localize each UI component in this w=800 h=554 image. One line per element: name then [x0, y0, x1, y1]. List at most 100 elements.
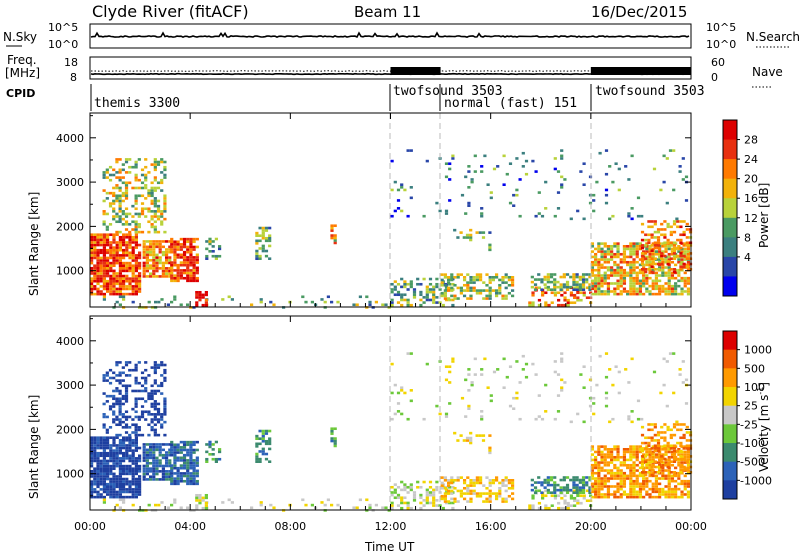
- power-cell: [592, 199, 596, 202]
- velocity-cell: [121, 413, 125, 416]
- velocity-cell: [145, 470, 149, 473]
- velocity-cell: [632, 495, 636, 499]
- velocity-cell: [679, 457, 683, 461]
- power-cell: [192, 279, 196, 283]
- velocity-cell: [102, 451, 106, 455]
- power-cell: [374, 300, 378, 304]
- velocity-cell: [622, 474, 627, 478]
- velocity-cell: [669, 460, 673, 463]
- velocity-cell: [597, 493, 601, 496]
- frequency-panel: Freq. [MHz] 18 8 60 0 Nave: [5, 53, 783, 88]
- velocity-cell: [118, 420, 122, 424]
- power-cell: [106, 287, 110, 291]
- power-cell: [448, 178, 452, 181]
- power-cell: [160, 210, 164, 213]
- power-cell: [667, 284, 671, 288]
- freq-switch-block: [590, 67, 691, 75]
- power-cell: [553, 293, 558, 297]
- power-cell: [148, 250, 153, 254]
- velocity-cell: [635, 469, 639, 472]
- power-cell: [544, 207, 548, 210]
- power-cell: [556, 207, 561, 210]
- velocity-cell: [192, 461, 196, 465]
- velocity-cell: [544, 410, 548, 413]
- power-cell: [613, 268, 617, 272]
- velocity-cell: [109, 449, 113, 452]
- velocity-cell: [603, 461, 607, 464]
- power-cell: [651, 284, 655, 288]
- power-cell: [118, 290, 122, 293]
- power-cell: [667, 279, 671, 283]
- power-cell: [590, 271, 595, 275]
- velocity-cell: [648, 493, 652, 496]
- power-cell: [131, 290, 135, 293]
- power-cell: [428, 282, 433, 286]
- velocity-cell: [122, 454, 126, 458]
- power-cell: [163, 199, 167, 203]
- power-cell: [400, 277, 404, 281]
- velocity-cell: [684, 378, 689, 382]
- power-cell: [155, 267, 159, 270]
- power-cell: [585, 296, 590, 300]
- power-cell: [93, 266, 97, 270]
- velocity-cell: [588, 486, 592, 489]
- velocity-cell: [467, 404, 471, 408]
- power-cell: [134, 254, 138, 257]
- power-cell: [217, 247, 222, 251]
- velocity-cell: [150, 402, 154, 406]
- power-cell: [258, 254, 262, 258]
- velocity-cell: [441, 506, 445, 510]
- velocity-cell: [667, 471, 671, 475]
- power-cell: [575, 285, 579, 289]
- power-cell: [480, 165, 484, 168]
- power-cell: [390, 298, 394, 302]
- power-cell: [680, 258, 684, 261]
- velocity-cell: [579, 494, 583, 498]
- velocity-cell: [467, 407, 471, 411]
- velocity-cell: [170, 482, 174, 486]
- velocity-cell: [118, 451, 122, 455]
- power-cell: [560, 154, 564, 158]
- power-cell: [150, 210, 154, 213]
- power-cell: [685, 241, 689, 245]
- power-cell: [616, 282, 620, 285]
- power-cell: [629, 279, 633, 283]
- velocity-cell: [541, 496, 545, 500]
- velocity-cell: [604, 396, 609, 400]
- power-cell: [661, 244, 665, 248]
- velocity-cell: [556, 488, 560, 492]
- power-cell: [553, 214, 557, 218]
- colorbar-swatch: [723, 139, 737, 160]
- power-cell: [99, 285, 103, 288]
- velocity-cell: [674, 479, 678, 483]
- power-cell: [108, 165, 113, 169]
- velocity-cell: [661, 469, 665, 472]
- velocity-cell: [115, 457, 119, 460]
- power-cell: [635, 244, 639, 248]
- power-cell: [134, 199, 138, 203]
- power-cell: [594, 247, 598, 251]
- velocity-cell: [475, 434, 479, 437]
- velocity-cell: [676, 423, 680, 426]
- power-cell: [453, 294, 457, 298]
- power-cell: [663, 244, 667, 247]
- velocity-cell: [416, 485, 420, 489]
- power-cell: [105, 191, 109, 195]
- velocity-cell: [115, 482, 119, 486]
- power-cell: [258, 226, 262, 230]
- velocity-cell: [662, 383, 666, 387]
- power-cell: [648, 260, 652, 264]
- power-cell: [664, 282, 668, 285]
- velocity-cell: [498, 481, 502, 485]
- velocity-cell: [186, 472, 190, 475]
- power-cell: [205, 254, 209, 258]
- velocity-cell: [594, 493, 598, 496]
- power-cell: [507, 278, 511, 282]
- velocity-cell: [594, 458, 598, 462]
- velocity-cell: [450, 478, 454, 482]
- velocity-cell: [502, 386, 506, 390]
- velocity-cell: [152, 464, 156, 468]
- power-cell: [629, 250, 633, 253]
- velocity-cell: [96, 467, 100, 471]
- velocity-cell: [632, 490, 636, 494]
